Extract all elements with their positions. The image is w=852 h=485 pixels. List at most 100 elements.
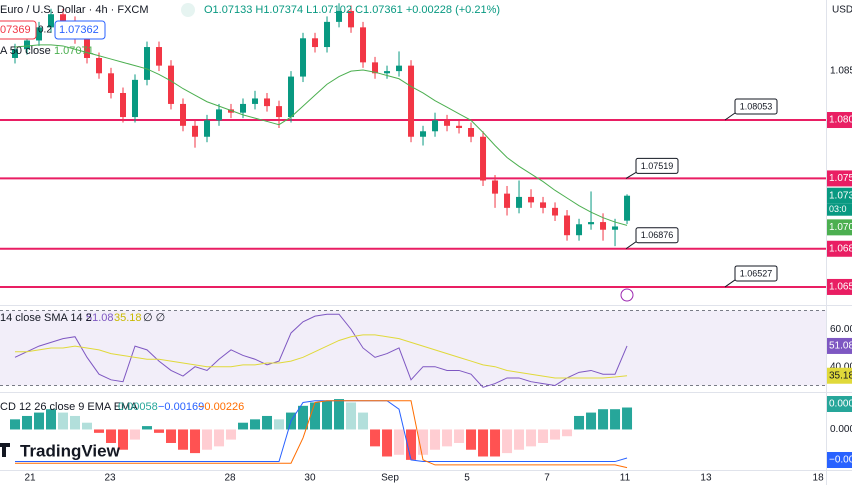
price-badge xyxy=(827,396,852,412)
price-axis: 1.085 1.08053 1.07519 1.06876 1.06527 1.07071… xyxy=(827,66,852,468)
candle-body xyxy=(156,47,163,66)
histogram-bar xyxy=(490,429,501,457)
candle-body xyxy=(84,38,91,58)
histogram-bar xyxy=(550,429,561,440)
price-badge xyxy=(827,278,852,295)
x-tick-label: 21 xyxy=(24,473,36,484)
histogram-bar xyxy=(322,400,333,430)
x-tick-label: 13 xyxy=(700,473,712,484)
candle-body xyxy=(276,106,283,118)
price-badge-label: 1.07519 xyxy=(829,173,852,184)
histogram-bar xyxy=(262,415,273,430)
candle-body xyxy=(480,136,487,181)
price-badge-label: −0.00169 xyxy=(829,455,852,466)
candle-body xyxy=(492,180,499,194)
histogram-bar xyxy=(58,412,69,430)
candle-body xyxy=(372,62,379,74)
histogram-bar xyxy=(118,429,129,450)
indicator-line xyxy=(14,313,628,388)
alert-icon xyxy=(620,288,634,302)
histogram-bar xyxy=(538,429,549,443)
candle-body xyxy=(516,196,523,208)
histogram-bar xyxy=(370,429,381,447)
x-tick-label: 5 xyxy=(464,473,470,484)
countdown: 03:0 xyxy=(829,204,847,214)
price-pane: 1.08053 1.07519 1.06876 1.06527 xyxy=(0,3,826,302)
price-badge xyxy=(827,367,852,384)
macd-line xyxy=(15,400,628,469)
price-badge xyxy=(827,219,852,236)
candle-body xyxy=(396,65,403,72)
candle-body xyxy=(288,76,295,118)
x-tick-label: Sep xyxy=(381,473,399,484)
histogram-bar xyxy=(106,429,117,443)
histogram-bar xyxy=(130,429,141,440)
histogram-bar xyxy=(394,429,405,455)
histogram-bar xyxy=(622,407,633,430)
candle-body xyxy=(60,14,67,22)
price-badge-label: 1.06527 xyxy=(829,282,852,293)
price-badge-label: 0.00058 xyxy=(829,399,852,410)
candle-body xyxy=(552,207,559,216)
candle-body xyxy=(12,49,19,58)
candle-body xyxy=(144,47,151,80)
histogram-bar xyxy=(514,429,525,450)
callout-pointer xyxy=(625,171,637,179)
candle-body xyxy=(180,103,187,126)
legend-value: 0.00058 xyxy=(118,401,158,413)
candle-body xyxy=(336,10,343,22)
currency: USD xyxy=(832,5,852,16)
candle-body xyxy=(624,195,631,221)
y-tick-label: 60.00 xyxy=(830,324,852,335)
callout-label: 1.08053 xyxy=(740,101,773,111)
sell-price[interactable]: 07369 xyxy=(0,24,31,36)
ohlc-values: O1.07133 H1.07374 L1.07102 C1.07361 +0.0… xyxy=(204,4,500,16)
histogram-bar xyxy=(478,429,489,457)
histogram-bar xyxy=(454,429,465,443)
histogram-bar xyxy=(502,429,513,454)
histogram-bar xyxy=(298,405,309,430)
x-tick-label: 18 xyxy=(813,473,825,484)
candle-body xyxy=(588,222,595,225)
candle-body xyxy=(348,10,355,28)
ma-legend: A 50 close xyxy=(0,45,51,57)
candle-body xyxy=(444,120,451,126)
rsi-band xyxy=(0,310,826,386)
candle-body xyxy=(240,103,247,113)
histogram-bar xyxy=(10,419,21,430)
candle-body xyxy=(540,202,547,208)
candle-body xyxy=(360,27,367,63)
histogram-bar xyxy=(250,419,261,430)
histogram-bar xyxy=(610,409,621,430)
buy-price[interactable]: 1.07362 xyxy=(59,24,99,36)
price-badge xyxy=(827,452,852,468)
histogram-bar xyxy=(34,412,45,430)
sell-button[interactable] xyxy=(0,20,37,40)
candle-body xyxy=(204,120,211,137)
x-tick-label: 7 xyxy=(544,473,550,484)
candle-body xyxy=(192,125,199,137)
candle-body xyxy=(528,196,535,203)
callout-label: 1.07519 xyxy=(641,161,674,171)
legend-value: −0.00226 xyxy=(198,401,244,413)
histogram-bar xyxy=(46,409,57,430)
histogram-bar xyxy=(22,415,33,430)
histogram-bar xyxy=(406,429,417,460)
macd-line xyxy=(15,400,628,463)
callout-box xyxy=(635,157,679,174)
candle-body xyxy=(504,193,511,208)
histogram-bar xyxy=(202,429,213,450)
buy-button[interactable] xyxy=(54,20,106,40)
y-tick-label: 0.00000 xyxy=(830,424,852,435)
callout-pointer xyxy=(724,112,736,121)
brand-logo xyxy=(0,443,10,457)
price-badge-label: 1.07071 xyxy=(829,222,852,233)
legend-value: 51.08 xyxy=(86,312,114,324)
callout-label: 1.06527 xyxy=(740,268,773,278)
candle-body xyxy=(96,57,103,74)
indicator-line xyxy=(15,334,628,379)
callout-pointer xyxy=(625,241,637,250)
candle-body xyxy=(408,65,415,137)
x-tick-label: 30 xyxy=(304,473,316,484)
histogram-bar xyxy=(166,429,177,443)
